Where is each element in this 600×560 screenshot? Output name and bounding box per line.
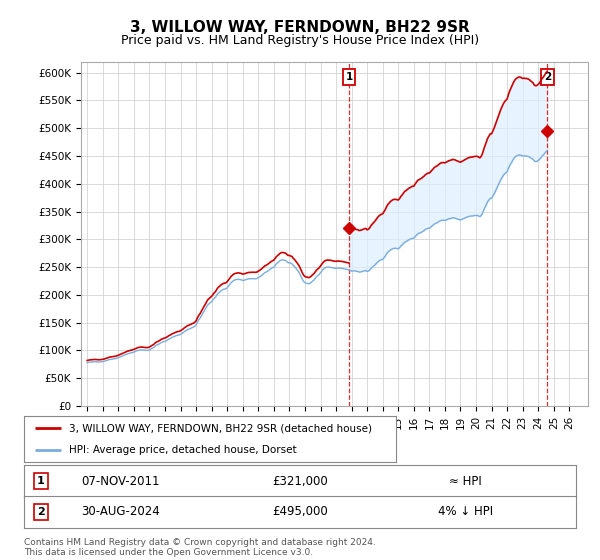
Text: £495,000: £495,000 — [272, 505, 328, 519]
Text: 2: 2 — [37, 507, 44, 517]
Text: 3, WILLOW WAY, FERNDOWN, BH22 9SR: 3, WILLOW WAY, FERNDOWN, BH22 9SR — [130, 20, 470, 35]
Text: HPI: Average price, detached house, Dorset: HPI: Average price, detached house, Dors… — [68, 445, 296, 455]
Text: 07-NOV-2011: 07-NOV-2011 — [82, 474, 160, 488]
Text: 1: 1 — [346, 72, 353, 82]
Text: £321,000: £321,000 — [272, 474, 328, 488]
Text: Contains HM Land Registry data © Crown copyright and database right 2024.
This d: Contains HM Land Registry data © Crown c… — [24, 538, 376, 557]
Text: 1: 1 — [37, 476, 44, 486]
Text: Price paid vs. HM Land Registry's House Price Index (HPI): Price paid vs. HM Land Registry's House … — [121, 34, 479, 46]
Text: ≈ HPI: ≈ HPI — [449, 474, 482, 488]
Text: 30-AUG-2024: 30-AUG-2024 — [81, 505, 160, 519]
Text: 2: 2 — [544, 72, 551, 82]
Text: 4% ↓ HPI: 4% ↓ HPI — [438, 505, 493, 519]
Text: 3, WILLOW WAY, FERNDOWN, BH22 9SR (detached house): 3, WILLOW WAY, FERNDOWN, BH22 9SR (detac… — [68, 423, 371, 433]
